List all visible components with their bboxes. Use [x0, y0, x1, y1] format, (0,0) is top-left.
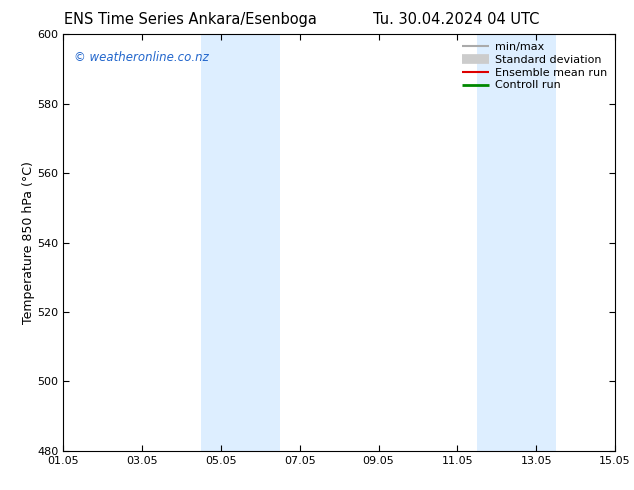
Text: Tu. 30.04.2024 04 UTC: Tu. 30.04.2024 04 UTC: [373, 12, 540, 27]
Legend: min/max, Standard deviation, Ensemble mean run, Controll run: min/max, Standard deviation, Ensemble me…: [460, 40, 609, 93]
Bar: [202, 34, 280, 451]
Text: © weatheronline.co.nz: © weatheronline.co.nz: [74, 51, 209, 64]
Bar: [477, 34, 556, 451]
Y-axis label: Temperature 850 hPa (°C): Temperature 850 hPa (°C): [22, 161, 34, 324]
Text: ENS Time Series Ankara/Esenboga: ENS Time Series Ankara/Esenboga: [64, 12, 316, 27]
